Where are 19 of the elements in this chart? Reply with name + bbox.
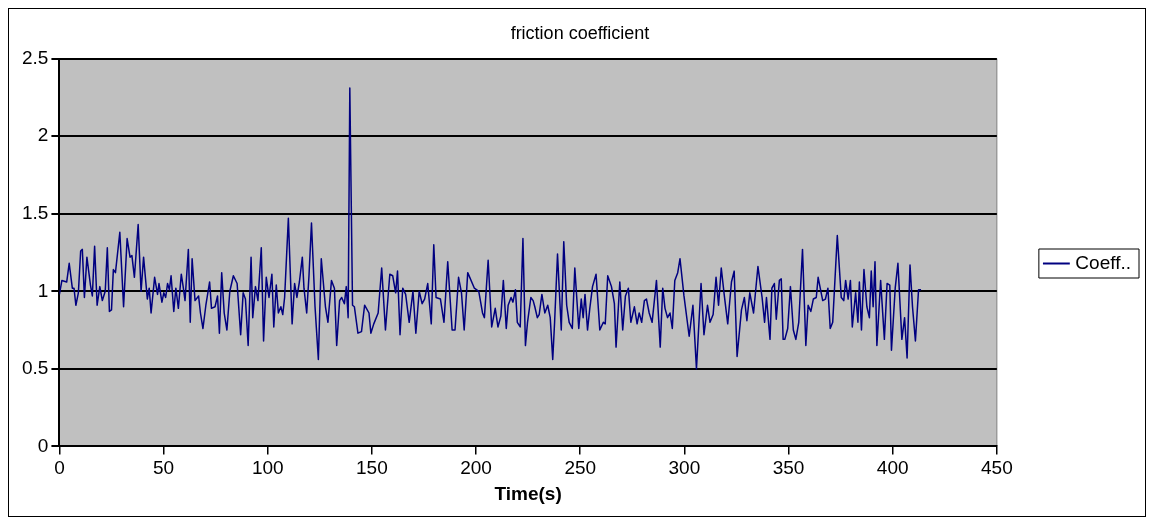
x-axis-title: Time(s) [494,482,562,504]
y-tick-label: 1 [37,279,49,301]
x-tick-label: 250 [564,457,597,479]
y-tick-label: 2 [37,124,49,146]
x-tick-label: 200 [460,457,492,479]
x-tick-label: 300 [668,457,701,479]
x-tick-label: 150 [356,457,388,479]
y-tick-label: 0 [37,434,49,456]
x-tick-label: 450 [981,457,1013,479]
legend-label: Coeff.. [1075,251,1132,273]
y-tick-label: 2.5 [21,46,49,68]
x-tick-label: 0 [54,457,65,479]
x-tick-label: 50 [153,457,175,479]
x-tick-label: 100 [251,457,284,479]
x-tick-label: 350 [772,457,805,479]
x-tick-label: 400 [876,457,909,479]
y-tick-label: 0.5 [21,357,49,379]
y-tick-label: 1.5 [21,201,49,223]
chart-title: friction coefficient [510,22,650,43]
